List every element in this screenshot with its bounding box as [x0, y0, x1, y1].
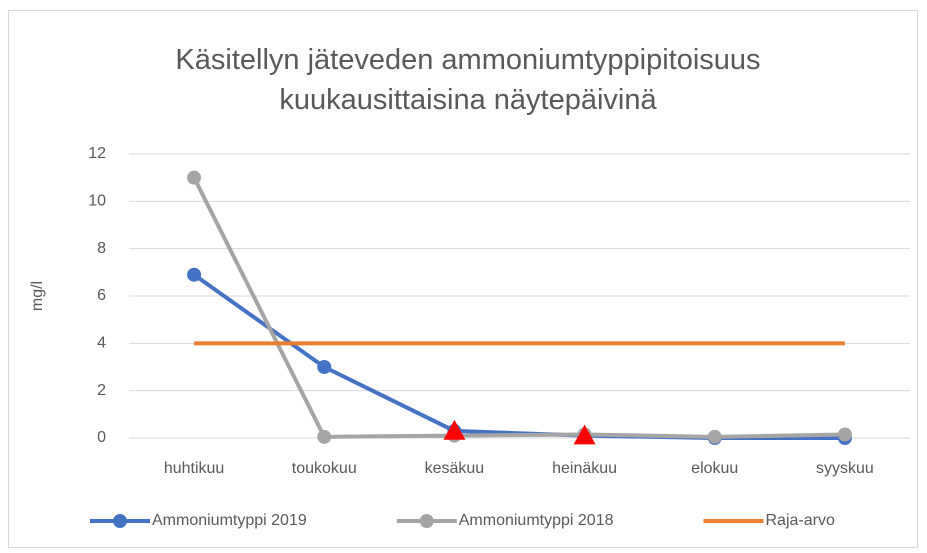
legend-label: Ammoniumtyppi 2018	[459, 512, 614, 529]
y-tick-label: 2	[97, 382, 106, 399]
data-point	[707, 429, 722, 444]
y-tick-label: 6	[97, 287, 106, 304]
x-tick-label: toukokuu	[292, 460, 357, 477]
y-tick-label: 4	[97, 335, 106, 352]
y-tick-label: 12	[88, 145, 106, 162]
chart-title: Käsitellyn jäteveden ammoniumtyppipitois…	[175, 44, 761, 116]
series-line	[192, 176, 845, 439]
data-point	[187, 267, 202, 282]
highlight-marker	[573, 424, 596, 445]
data-point	[317, 429, 332, 444]
data-point	[837, 427, 852, 442]
legend-marker	[419, 514, 434, 528]
x-tick-label: kesäkuu	[425, 460, 485, 477]
data-point	[187, 170, 202, 185]
chart-border	[8, 10, 918, 548]
data-point	[317, 360, 332, 374]
legend-marker	[113, 514, 127, 528]
y-tick-label: 10	[88, 193, 106, 210]
x-tick-label: heinäkuu	[552, 460, 617, 477]
legend-label: Ammoniumtyppi 2019	[152, 512, 307, 529]
legend-label: Raja-arvo	[766, 512, 835, 529]
y-axis-label: mg/l	[29, 281, 46, 311]
y-tick-label: 0	[97, 429, 106, 446]
x-tick-label: elokuu	[691, 460, 738, 477]
x-tick-label: syyskuu	[816, 460, 874, 477]
highlight-marker	[443, 419, 466, 440]
x-tick-label: huhtikuu	[164, 460, 225, 477]
y-tick-label: 8	[97, 240, 106, 257]
